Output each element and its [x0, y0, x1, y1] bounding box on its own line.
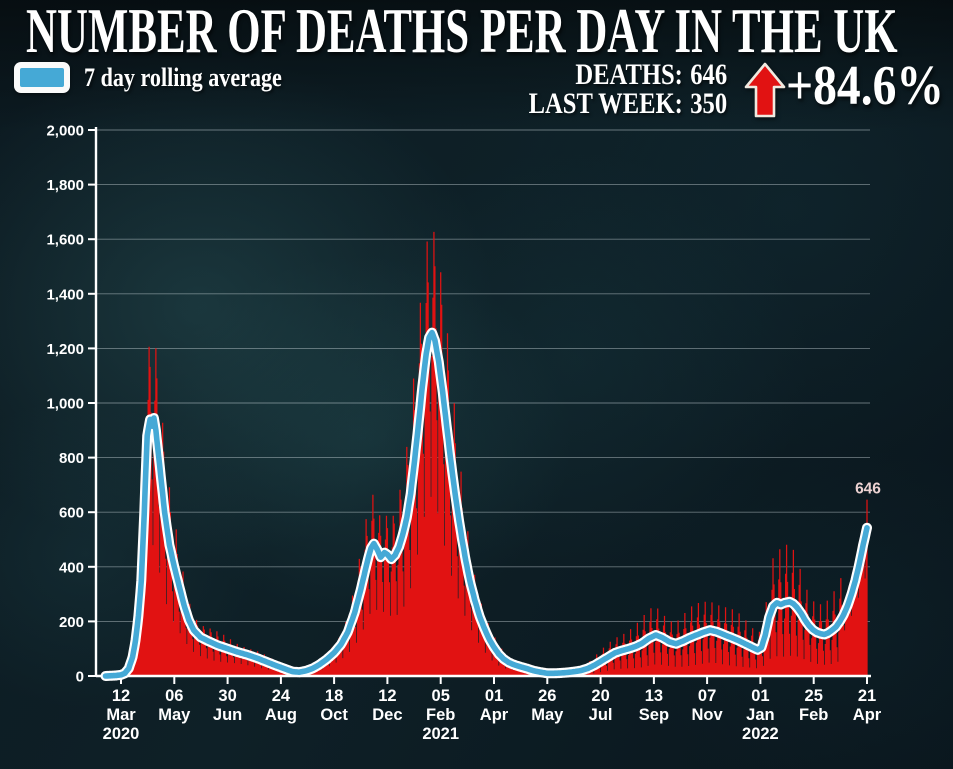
svg-text:May: May	[158, 706, 191, 724]
axis-labels: 0 200 400 600 800 1,000 1,200 1,400 1,600 1,800 2,…	[46, 123, 881, 744]
svg-text:01: 01	[485, 687, 503, 705]
stat-deaths-label: DEATHS:	[575, 58, 683, 91]
svg-text:21: 21	[858, 687, 876, 705]
svg-text:1,000: 1,000	[46, 396, 84, 413]
percent-change: +84.6%	[786, 55, 945, 117]
svg-text:Feb: Feb	[799, 706, 828, 724]
svg-text:Aug: Aug	[265, 706, 297, 724]
svg-text:2021: 2021	[422, 725, 459, 743]
svg-text:18: 18	[325, 687, 343, 705]
svg-text:200: 200	[59, 614, 84, 631]
annotation-latest: 646	[855, 481, 881, 498]
svg-text:30: 30	[218, 687, 236, 705]
svg-text:01: 01	[751, 687, 769, 705]
svg-text:1,400: 1,400	[46, 286, 84, 303]
gridlines	[96, 129, 870, 622]
arrow-up-icon	[744, 62, 786, 118]
svg-text:Mar: Mar	[106, 706, 136, 724]
svg-text:2022: 2022	[742, 725, 779, 743]
avg-line	[102, 329, 870, 679]
svg-text:Apr: Apr	[480, 706, 509, 724]
svg-text:Nov: Nov	[692, 706, 724, 724]
legend: 7 day rolling average	[14, 62, 317, 93]
svg-text:May: May	[531, 706, 564, 724]
svg-text:Apr: Apr	[853, 706, 882, 724]
stat-last-week-value: 350	[690, 87, 727, 120]
stat-last-week: LAST WEEK: 350	[528, 87, 727, 120]
svg-text:600: 600	[59, 505, 84, 522]
svg-text:Dec: Dec	[372, 706, 402, 724]
page-title: NUMBER OF DEATHS PER DAY IN THE UK	[26, 0, 898, 66]
svg-text:Oct: Oct	[320, 706, 348, 724]
svg-text:0: 0	[76, 669, 84, 686]
svg-text:2,000: 2,000	[46, 123, 84, 140]
svg-text:400: 400	[59, 559, 84, 576]
svg-text:1,200: 1,200	[46, 341, 84, 358]
svg-text:Feb: Feb	[426, 706, 455, 724]
stat-last-week-label: LAST WEEK:	[528, 87, 683, 120]
svg-text:Jul: Jul	[589, 706, 613, 724]
svg-text:07: 07	[698, 687, 716, 705]
svg-text:05: 05	[432, 687, 450, 705]
svg-text:Sep: Sep	[639, 706, 669, 724]
svg-text:25: 25	[805, 687, 823, 705]
svg-text:2020: 2020	[103, 725, 140, 743]
svg-text:20: 20	[591, 687, 609, 705]
svg-text:06: 06	[165, 687, 183, 705]
avg-line-casing	[100, 327, 872, 681]
axes	[94, 127, 871, 678]
svg-text:13: 13	[645, 687, 663, 705]
legend-swatch-icon	[14, 62, 70, 93]
axis-ticks	[88, 129, 868, 684]
svg-text:1,800: 1,800	[46, 177, 84, 194]
svg-text:Jun: Jun	[213, 706, 242, 724]
svg-text:800: 800	[59, 450, 84, 467]
svg-text:24: 24	[272, 687, 291, 705]
stat-deaths-value: 646	[690, 58, 727, 91]
legend-swatch-fill	[20, 68, 64, 87]
svg-text:12: 12	[378, 687, 396, 705]
stats-block: DEATHS: 646 LAST WEEK: 350	[528, 58, 727, 120]
svg-text:12: 12	[112, 687, 130, 705]
daily-bars-series	[120, 231, 868, 676]
svg-text:1,600: 1,600	[46, 232, 84, 249]
legend-label: 7 day rolling average	[84, 62, 282, 92]
svg-text:Jan: Jan	[746, 706, 774, 724]
stat-deaths: DEATHS: 646	[528, 58, 727, 91]
svg-text:26: 26	[538, 687, 556, 705]
